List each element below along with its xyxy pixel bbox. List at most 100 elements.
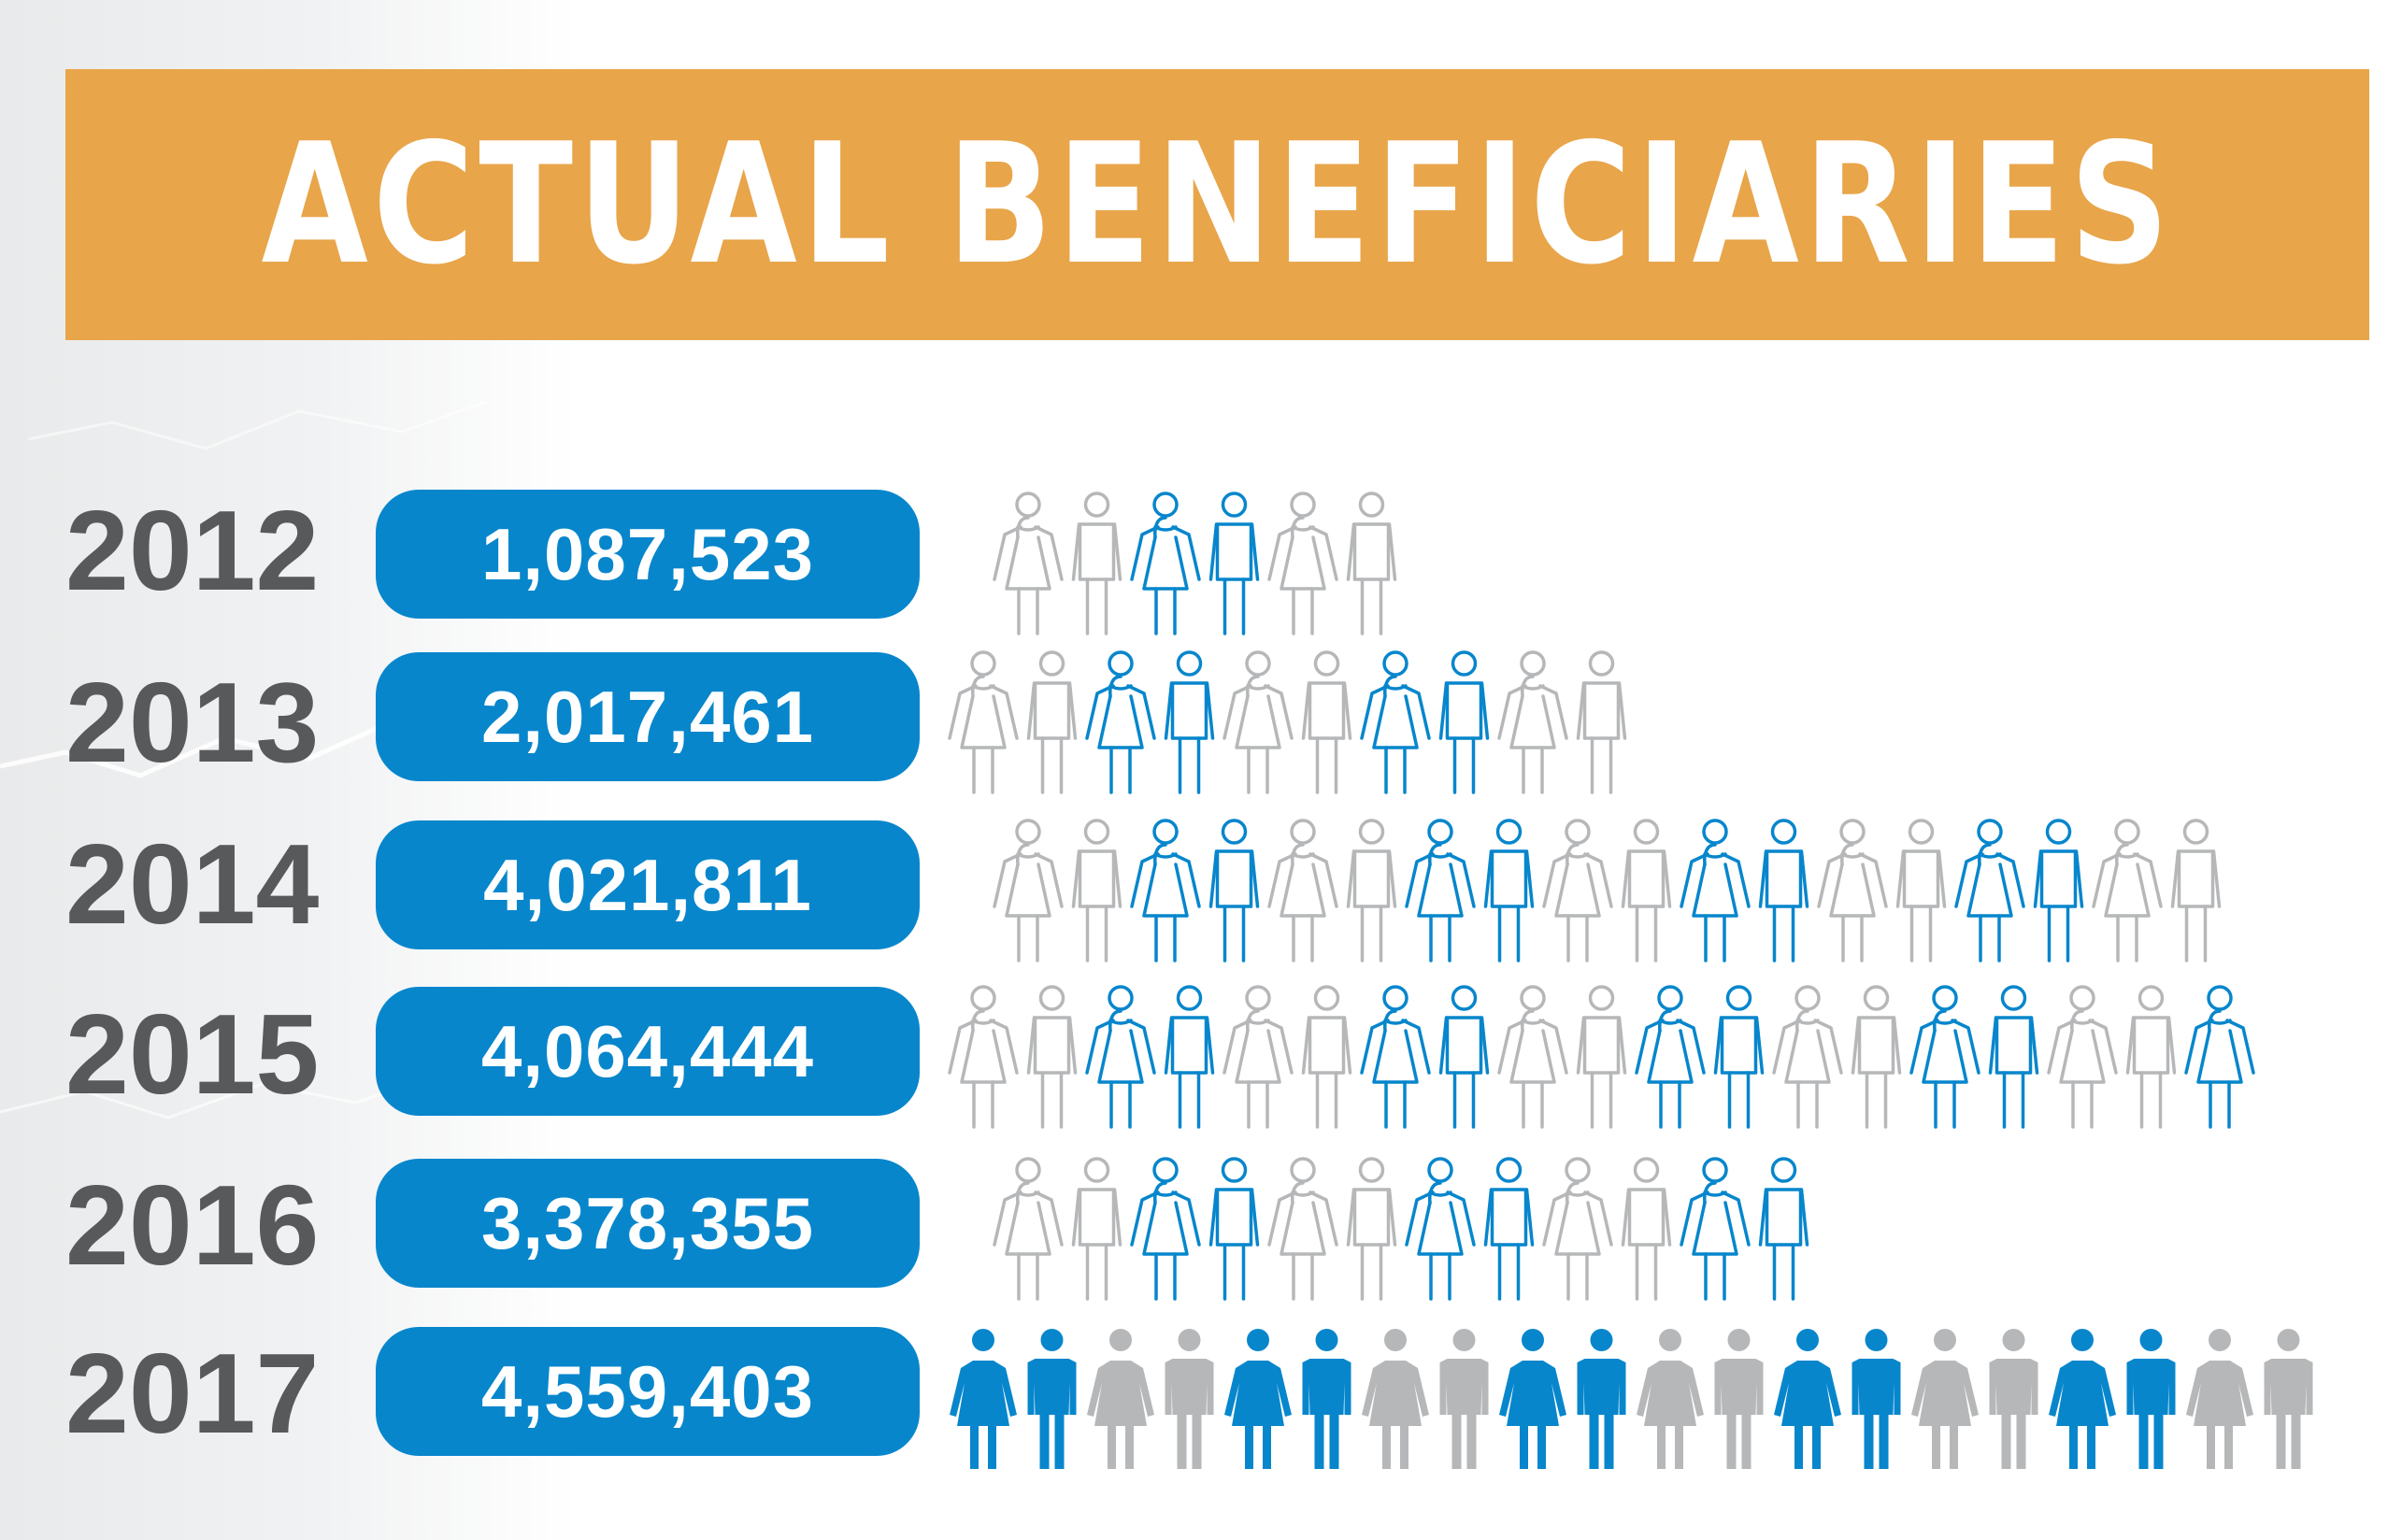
year-label: 2013 <box>65 659 320 786</box>
year-label: 2012 <box>65 487 320 614</box>
person-female-icon <box>1130 1157 1201 1301</box>
person-male-icon <box>1758 1157 1809 1301</box>
person-female-icon <box>1267 1157 1338 1301</box>
person-female-icon <box>1637 1329 1704 1469</box>
person-male-icon <box>2264 1329 2313 1469</box>
person-female-icon <box>950 1329 1017 1469</box>
person-female-icon <box>1405 1157 1476 1301</box>
person-male-icon <box>1346 1157 1397 1301</box>
person-female-icon <box>1360 650 1431 794</box>
value-label: 4,021,811 <box>483 844 812 926</box>
person-male-icon <box>1026 650 1078 794</box>
person-male-icon <box>1208 819 1260 962</box>
person-male-icon <box>1895 819 1947 962</box>
person-female-icon <box>1085 985 1156 1129</box>
icon-row-2016 <box>993 1157 1809 1301</box>
value-label: 2,017,461 <box>480 676 814 758</box>
person-female-icon <box>1224 1329 1292 1469</box>
person-female-icon <box>1405 819 1476 962</box>
person-female-icon <box>1635 985 1706 1129</box>
chart-title: ACTUAL BENEFICIARIES <box>261 107 2174 301</box>
value-label: 4,064,444 <box>480 1010 814 1092</box>
person-female-icon <box>1680 1157 1751 1301</box>
value-badge: 4,559,403 <box>376 1327 920 1456</box>
person-female-icon <box>948 650 1019 794</box>
person-male-icon <box>1164 650 1215 794</box>
person-male-icon <box>1346 492 1397 635</box>
year-label: 2014 <box>65 820 320 948</box>
person-female-icon <box>1772 985 1843 1129</box>
value-badge: 2,017,461 <box>376 652 920 781</box>
value-badge: 1,087,523 <box>376 490 920 619</box>
person-male-icon <box>1483 819 1535 962</box>
person-female-icon <box>1222 650 1294 794</box>
person-male-icon <box>1852 1329 1901 1469</box>
person-female-icon <box>993 819 1064 962</box>
person-male-icon <box>1851 985 1902 1129</box>
person-female-icon <box>948 985 1019 1129</box>
person-female-icon <box>2047 985 2118 1129</box>
icon-row-2015 <box>948 985 2255 1129</box>
person-female-icon <box>1680 819 1751 962</box>
icon-row-2017 <box>950 1329 2313 1469</box>
person-male-icon <box>2033 819 2084 962</box>
person-female-icon <box>1499 1329 1566 1469</box>
value-label: 1,087,523 <box>480 513 814 595</box>
person-female-icon <box>1909 985 1980 1129</box>
person-male-icon <box>1438 985 1490 1129</box>
person-female-icon <box>2049 1329 2116 1469</box>
person-female-icon <box>1267 492 1338 635</box>
person-male-icon <box>1621 1157 1672 1301</box>
person-female-icon <box>1130 819 1201 962</box>
person-female-icon <box>1817 819 1888 962</box>
person-female-icon <box>1085 650 1156 794</box>
person-male-icon <box>1071 1157 1122 1301</box>
value-label: 4,559,403 <box>480 1350 814 1433</box>
icon-row-2013 <box>948 650 1627 794</box>
person-female-icon <box>1911 1329 1979 1469</box>
person-female-icon <box>993 1157 1064 1301</box>
person-female-icon <box>1130 492 1201 635</box>
person-male-icon <box>1071 492 1122 635</box>
year-label: 2016 <box>65 1162 320 1289</box>
person-female-icon <box>2184 985 2255 1129</box>
year-label: 2015 <box>65 991 320 1118</box>
person-male-icon <box>1576 650 1627 794</box>
person-female-icon <box>1222 985 1294 1129</box>
person-female-icon <box>1774 1329 1841 1469</box>
person-male-icon <box>1026 985 1078 1129</box>
person-male-icon <box>2126 1329 2176 1469</box>
person-male-icon <box>1577 1329 1626 1469</box>
person-female-icon <box>2092 819 2163 962</box>
person-male-icon <box>2170 819 2222 962</box>
person-female-icon <box>1360 985 1431 1129</box>
person-female-icon <box>1362 1329 1429 1469</box>
title-banner: ACTUAL BENEFICIARIES <box>65 69 2369 340</box>
person-male-icon <box>1027 1329 1077 1469</box>
person-male-icon <box>1208 492 1260 635</box>
person-male-icon <box>1989 1329 2038 1469</box>
person-female-icon <box>993 492 1064 635</box>
person-female-icon <box>1954 819 2025 962</box>
person-male-icon <box>1621 819 1672 962</box>
person-male-icon <box>1758 819 1809 962</box>
person-male-icon <box>1301 650 1352 794</box>
icon-row-2012 <box>993 492 1397 635</box>
person-male-icon <box>1346 819 1397 962</box>
person-male-icon <box>1208 1157 1260 1301</box>
person-male-icon <box>2125 985 2177 1129</box>
person-female-icon <box>1087 1329 1154 1469</box>
person-male-icon <box>1714 1329 1764 1469</box>
value-badge: 4,064,444 <box>376 987 920 1116</box>
person-male-icon <box>1071 819 1122 962</box>
value-badge: 3,378,355 <box>376 1159 920 1288</box>
person-male-icon <box>1483 1157 1535 1301</box>
person-male-icon <box>1713 985 1765 1129</box>
person-male-icon <box>1576 985 1627 1129</box>
person-female-icon <box>2186 1329 2253 1469</box>
person-male-icon <box>1438 650 1490 794</box>
person-male-icon <box>1165 1329 1214 1469</box>
person-female-icon <box>1542 1157 1613 1301</box>
person-female-icon <box>1497 985 1568 1129</box>
value-badge: 4,021,811 <box>376 820 920 949</box>
